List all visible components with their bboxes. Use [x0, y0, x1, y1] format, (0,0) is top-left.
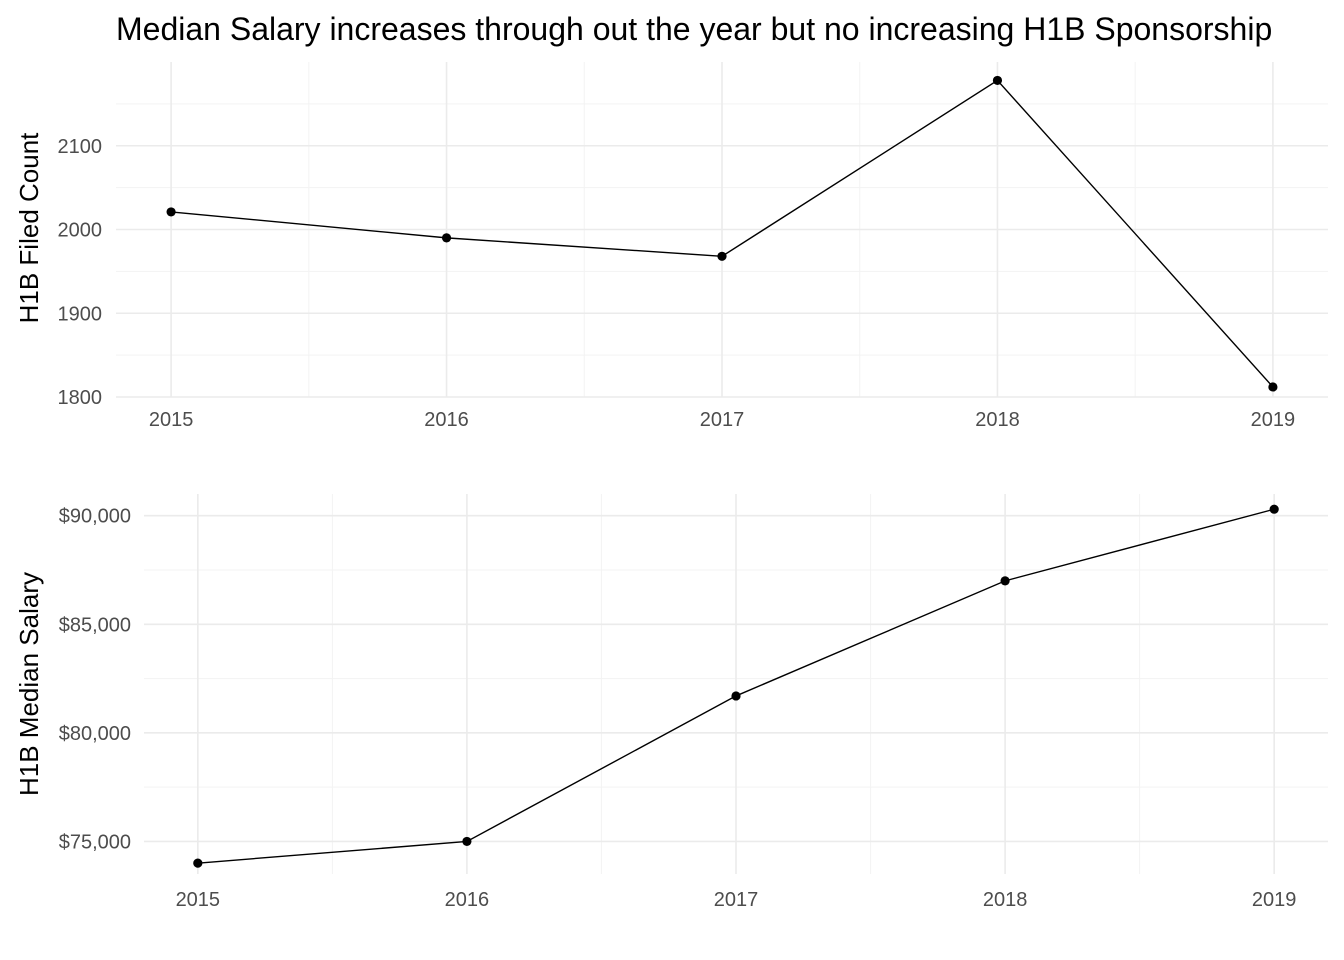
median-salary-data-point-2018 [1000, 576, 1010, 586]
median-salary-panel: $75,000 $80,000 $85,000 $90,000 2015 2016 2017… [59, 494, 1328, 911]
median-salary-data-point-2017 [731, 691, 741, 701]
filed-count-x-tick-label: 2019 [1251, 409, 1296, 431]
median-salary-data-point-2019 [1269, 504, 1279, 514]
filed-count-data-point-2015 [166, 207, 176, 217]
filed-count-x-tick-label: 2015 [149, 409, 194, 431]
median-salary-x-tick-label: 2016 [445, 889, 490, 911]
median-salary-data-point-2015 [193, 858, 203, 868]
median-salary-x-tick-label: 2019 [1252, 889, 1297, 911]
filed-count-data-point-2019 [1268, 382, 1278, 392]
median-salary-y-tick-label: $80,000 [59, 723, 131, 745]
median-salary-y-tick-label: $75,000 [59, 831, 131, 853]
filed-count-x-tick-label: 2018 [975, 409, 1020, 431]
median-salary-y-axis-label: H1B Median Salary [14, 572, 44, 796]
filed-count-y-tick-label: 1800 [58, 387, 103, 409]
filed-count-panel: 1800 1900 2000 2100 2015 2016 2017 2018 2019 [58, 62, 1328, 431]
chart-title: Median Salary increases through out the … [116, 11, 1272, 47]
filed-count-data-point-2017 [717, 251, 727, 261]
median-salary-x-tick-label: 2017 [714, 889, 759, 911]
filed-count-y-axis-label: H1B Filed Count [14, 132, 44, 324]
filed-count-y-tick-label: 1900 [58, 303, 103, 325]
median-salary-y-tick-label: $85,000 [59, 614, 131, 636]
median-salary-y-tick-label: $90,000 [59, 506, 131, 528]
median-salary-x-tick-label: 2015 [176, 889, 221, 911]
filed-count-data-point-2018 [992, 75, 1003, 86]
filed-count-y-tick-label: 2100 [58, 136, 103, 158]
filed-count-data-point-2016 [441, 233, 452, 243]
filed-count-x-tick-label: 2017 [700, 409, 745, 431]
filed-count-y-tick-label: 2000 [58, 220, 103, 242]
median-salary-data-point-2016 [462, 836, 472, 847]
median-salary-x-tick-label: 2018 [983, 889, 1028, 911]
filed-count-x-tick-label: 2016 [424, 409, 469, 431]
